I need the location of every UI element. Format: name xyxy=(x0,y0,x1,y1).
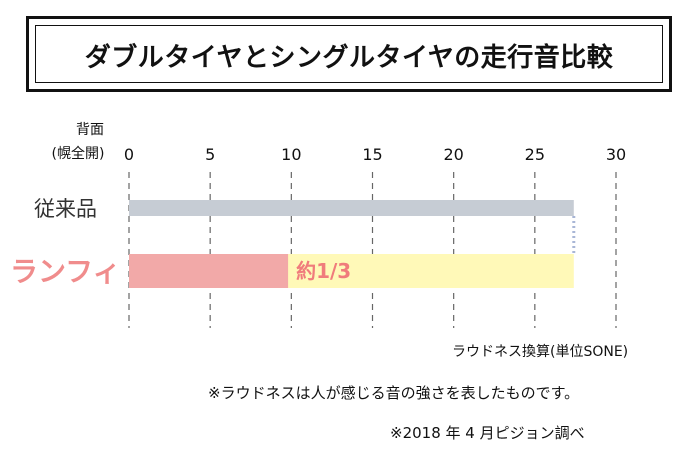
axis-corner-label-line1: 背面 xyxy=(76,122,104,138)
tick-label-10: 10 xyxy=(281,145,301,164)
tick-label-15: 15 xyxy=(362,145,382,164)
footnote-source: ※2018 年 4 月ピジョン調べ xyxy=(390,424,585,442)
title-inner-border xyxy=(35,25,663,83)
title-frame: ダブルタイヤとシングルタイヤの走行音比較 xyxy=(26,16,672,92)
footnote-loudness: ※ラウドネスは人が感じる音の強さを表したものです。 xyxy=(208,384,580,402)
tick-label-0: 0 xyxy=(124,145,134,164)
tick-label-5: 5 xyxy=(205,145,215,164)
tick-label-30: 30 xyxy=(606,145,626,164)
category-label-0: 従来品 xyxy=(34,197,97,221)
chart-title: ダブルタイヤとシングルタイヤの走行音比較 xyxy=(84,43,614,73)
bar-0 xyxy=(129,200,574,216)
bar-1 xyxy=(129,254,289,288)
bar-annotation-1: 約1/3 xyxy=(296,259,351,283)
tick-label-25: 25 xyxy=(525,145,545,164)
axis-corner-label-line2: (幌全開) xyxy=(52,145,105,162)
category-label-1: ランフィ xyxy=(10,255,121,288)
tick-label-20: 20 xyxy=(443,145,463,164)
x-axis-label: ラウドネス換算(単位SONE) xyxy=(452,344,628,360)
